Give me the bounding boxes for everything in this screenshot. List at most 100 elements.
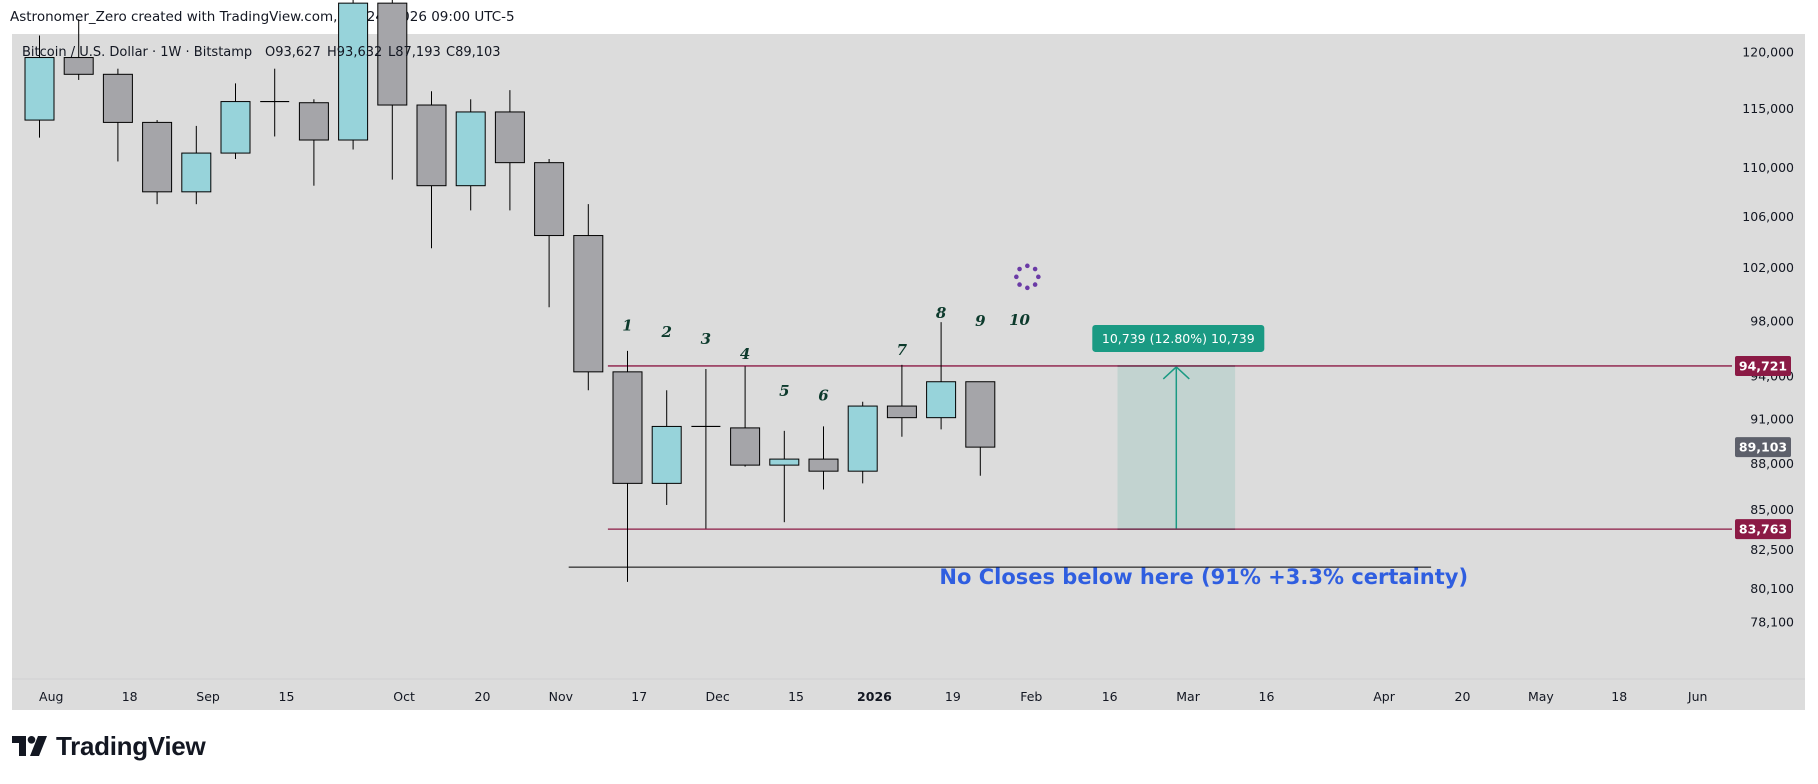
- candle-body: [181, 152, 212, 193]
- x-tick-label: Feb: [1020, 689, 1042, 704]
- candle[interactable]: [220, 83, 251, 160]
- x-tick-label: Oct: [393, 689, 415, 704]
- x-axis[interactable]: Aug 18 Sep 15 Oct 20 Nov 17 Dec 15 2026 19 Feb 16 Mar 1…: [39, 689, 1707, 704]
- wave-count-label: 9: [975, 312, 986, 330]
- candle-body: [730, 427, 761, 466]
- candle[interactable]: [926, 322, 957, 430]
- candle-body: [573, 235, 604, 373]
- wave-count-label: 6: [818, 386, 829, 404]
- candle-body: [926, 381, 957, 419]
- candle-body: [847, 405, 878, 472]
- candle-body: [965, 381, 996, 448]
- level-price-tag: [1735, 519, 1791, 540]
- dots-marker: [1014, 263, 1041, 291]
- marker-dot: [1017, 266, 1022, 272]
- candle-body: [24, 57, 55, 121]
- candle-body: [142, 121, 173, 193]
- candle-body: [534, 162, 565, 237]
- marker-dot: [1032, 266, 1038, 272]
- candles-layer[interactable]: [24, 0, 996, 582]
- plot-area[interactable]: [12, 34, 1805, 710]
- candle-body: [102, 73, 133, 123]
- y-tick-label: 110,000: [1742, 160, 1794, 175]
- x-tick-label: Apr: [1373, 689, 1395, 704]
- last-price-label: 89,103: [1739, 440, 1787, 455]
- x-tick-label: Sep: [196, 689, 220, 704]
- x-tick-label: Mar: [1176, 689, 1200, 704]
- price-chart[interactable]: 120,000 115,000 110,000 106,000 102,000 98,00…: [0, 0, 1818, 720]
- x-tick-label: 18: [1611, 689, 1627, 704]
- level-price-label: 83,763: [1739, 522, 1787, 537]
- candle-body: [494, 111, 525, 164]
- tradingview-logo-icon: [12, 735, 47, 756]
- candle-body: [220, 101, 251, 154]
- marker-dot: [1014, 274, 1019, 280]
- levels-layer[interactable]: 94,721 83,763 89,103: [607, 355, 1791, 540]
- y-tick-label: 82,500: [1750, 542, 1794, 557]
- symbol-title[interactable]: Bitcoin / U.S. Dollar · 1W · Bitstamp: [22, 45, 252, 60]
- wave-count-label: 2: [660, 323, 671, 341]
- candle[interactable]: [455, 99, 486, 211]
- x-tick-label: Aug: [39, 689, 63, 704]
- x-tick-label: 2026: [857, 689, 892, 704]
- y-tick-label: 102,000: [1742, 260, 1794, 275]
- marker-dot: [1017, 282, 1022, 287]
- measure-label-bubble[interactable]: [1092, 324, 1265, 352]
- candle[interactable]: [24, 35, 55, 138]
- marker-dot: [1025, 263, 1030, 269]
- measure-arrow-head: [1162, 365, 1190, 380]
- x-tick-label: 19: [945, 689, 961, 704]
- marker-dot: [1025, 285, 1030, 291]
- candle[interactable]: [691, 369, 721, 529]
- x-tick-label: 15: [279, 689, 295, 704]
- candle[interactable]: [651, 390, 682, 505]
- candle[interactable]: [298, 99, 329, 186]
- ohlc-low: L87,193: [388, 45, 441, 60]
- x-tick-label: Dec: [706, 689, 730, 704]
- candle-body: [612, 371, 643, 484]
- candle[interactable]: [965, 381, 996, 476]
- candle[interactable]: [102, 68, 133, 162]
- x-tick-label: Jun: [1687, 689, 1708, 704]
- tradingview-logo[interactable]: TradingView: [12, 731, 206, 762]
- x-tick-label: 15: [788, 689, 804, 704]
- measure-layer[interactable]: 10,739 (12.80%) 10,739: [1092, 324, 1265, 530]
- candle[interactable]: [416, 91, 447, 249]
- candle[interactable]: [377, 0, 408, 180]
- y-tick-label: 120,000: [1742, 45, 1794, 60]
- candle-body: [886, 405, 917, 419]
- candle-body: [455, 111, 486, 187]
- wave-count-label: 3: [701, 330, 711, 348]
- candle-body: [769, 458, 800, 466]
- candle[interactable]: [260, 68, 290, 137]
- x-tick-label: 17: [631, 689, 647, 704]
- candle-body: [63, 57, 94, 75]
- y-tick-label: 91,000: [1750, 412, 1794, 427]
- candle[interactable]: [886, 364, 917, 437]
- wave-count-label: 1: [622, 316, 632, 334]
- annotation-text[interactable]: No Closes below here (91% +3.3% certaint…: [939, 565, 1468, 589]
- candle[interactable]: [181, 125, 212, 205]
- candle[interactable]: [612, 350, 643, 582]
- candle[interactable]: [808, 426, 839, 490]
- level-price-tag: [1735, 355, 1791, 376]
- candle[interactable]: [730, 366, 761, 467]
- x-tick-label: May: [1528, 689, 1554, 704]
- candle[interactable]: [573, 204, 604, 391]
- candle[interactable]: [534, 159, 565, 308]
- ohlc-close: C89,103: [446, 45, 501, 60]
- candle[interactable]: [769, 430, 800, 523]
- candle[interactable]: [63, 19, 94, 80]
- candle[interactable]: [847, 401, 878, 484]
- candle-body: [338, 2, 369, 141]
- candle[interactable]: [338, 0, 369, 150]
- level-price-label: 94,721: [1739, 358, 1787, 373]
- wave-count-label: 10: [1009, 311, 1030, 329]
- y-tick-label: 78,100: [1750, 615, 1794, 630]
- wave-count-label: 7: [897, 341, 908, 359]
- tradingview-logo-text: TradingView: [56, 731, 206, 761]
- candle[interactable]: [142, 120, 173, 205]
- candle[interactable]: [494, 90, 525, 211]
- x-tick-label: 18: [122, 689, 138, 704]
- ohlc-open: O93,627: [265, 45, 321, 60]
